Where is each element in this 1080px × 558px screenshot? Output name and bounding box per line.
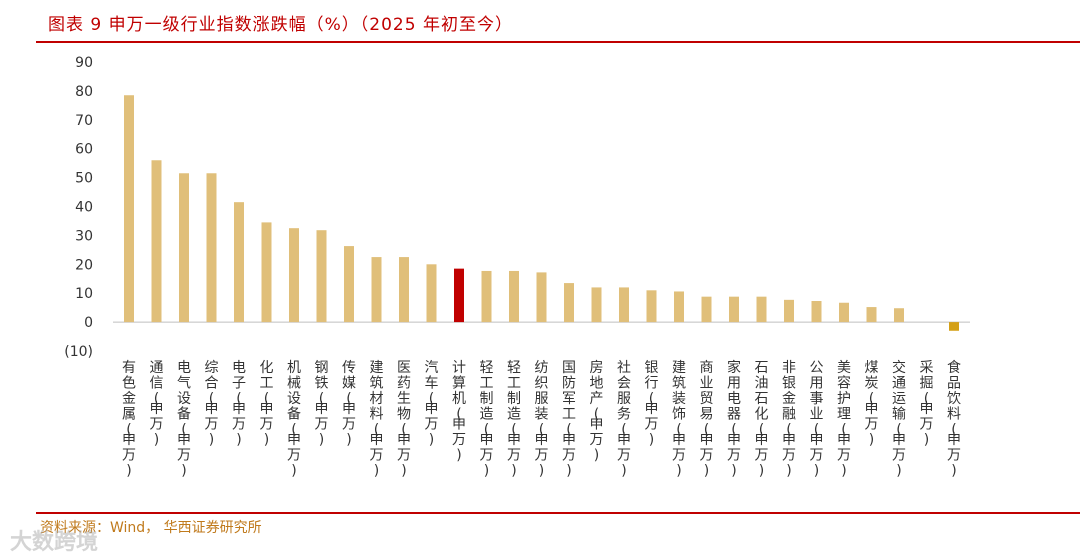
bar — [151, 160, 162, 323]
category-label: 采掘(申万) — [920, 360, 934, 448]
category-labels: 有色金属(申万) 通信(申万) 电气设备(申万) 综合(申万) 电子(申万) 化工(申万)… — [122, 359, 961, 479]
category-label: 化工(申万) — [260, 360, 274, 448]
y-tick-label: 30 — [75, 228, 93, 244]
bar — [509, 270, 519, 323]
category-label: 商业贸易(申万) — [700, 360, 714, 479]
bar — [701, 296, 712, 323]
bar — [811, 301, 822, 323]
category-label: 美容护理(申万) — [837, 360, 851, 479]
title-rule — [36, 41, 1080, 43]
bar — [949, 322, 959, 331]
category-label: 社会服务(申万) — [617, 360, 631, 479]
category-label: 建筑装饰(申万) — [672, 360, 686, 479]
category-label: 银行(申万) — [645, 360, 659, 448]
y-tick-label: 10 — [75, 286, 93, 302]
y-tick-label: 0 — [84, 315, 93, 331]
bar — [454, 268, 464, 323]
category-label: 传媒(申万) — [342, 360, 356, 448]
y-tick-label: (10) — [64, 344, 93, 360]
category-label: 食品饮料(申万) — [947, 359, 961, 479]
y-tick-label: 20 — [75, 257, 93, 273]
category-label: 综合(申万) — [205, 360, 219, 448]
bar — [784, 299, 794, 323]
y-tick-label: 80 — [75, 84, 93, 100]
category-label: 汽车(申万) — [425, 360, 439, 448]
bar — [261, 222, 272, 323]
category-label: 非银金融(申万) — [782, 360, 796, 479]
bar — [399, 257, 409, 323]
category-label: 煤炭(申万) — [865, 360, 879, 448]
category-label: 石油石化(申万) — [755, 360, 769, 479]
bar — [674, 291, 684, 323]
bar — [619, 287, 629, 323]
bar — [426, 264, 437, 323]
source-note: 资料来源：Wind， 华西证券研究所 — [40, 520, 262, 536]
category-label: 国防军工(申万) — [562, 360, 576, 479]
bar — [536, 272, 547, 323]
y-tick-label: 50 — [75, 171, 93, 187]
category-label: 轻工制造(申万) — [507, 360, 521, 479]
category-label: 电气设备(申万) — [177, 360, 191, 479]
y-tick-label: 90 — [75, 55, 93, 71]
category-label: 钢铁(申万) — [315, 360, 329, 448]
category-label: 轻工制造(申万) — [480, 360, 494, 479]
bars — [124, 95, 959, 331]
bar-chart: (10) 0 10 20 30 40 50 60 70 80 90 有色金属(申万) 通信(申万) 电气… — [64, 55, 970, 479]
category-label: 交通运输(申万) — [892, 359, 906, 479]
bar — [894, 308, 904, 323]
category-label: 机械设备(申万) — [287, 360, 301, 479]
bar — [591, 287, 602, 323]
category-label: 医药生物(申万) — [397, 360, 411, 479]
y-tick-label: 70 — [75, 113, 93, 129]
bar — [646, 290, 657, 323]
bar — [564, 283, 574, 323]
bar — [206, 173, 217, 323]
category-label: 房地产(申万) — [590, 360, 604, 464]
bar — [234, 202, 244, 323]
bar — [839, 302, 849, 323]
bar — [179, 173, 189, 323]
bar — [289, 228, 299, 323]
category-label: 电子(申万) — [232, 360, 246, 448]
category-label: 家用电器(申万) — [727, 359, 741, 479]
bar — [729, 296, 739, 323]
bar — [481, 270, 492, 323]
category-label: 公用事业(申万) — [810, 360, 824, 479]
bar — [344, 246, 354, 323]
category-label: 计算机(申万) — [452, 360, 466, 464]
bar — [124, 95, 134, 323]
footer-rule — [36, 512, 1080, 514]
bar — [866, 307, 877, 323]
category-label: 建筑材料(申万) — [370, 360, 384, 479]
chart-title: 图表 9 申万一级行业指数涨跌幅（%）（2025 年初至今） — [48, 15, 513, 35]
y-tick-label: 60 — [75, 142, 93, 158]
watermark: 大数跨境 — [10, 530, 99, 555]
bar — [371, 257, 382, 323]
y-tick-label: 40 — [75, 200, 93, 216]
category-label: 纺织服装(申万) — [535, 360, 549, 479]
bar — [316, 230, 327, 323]
bar — [756, 296, 767, 323]
y-axis: (10) 0 10 20 30 40 50 60 70 80 90 — [64, 55, 93, 360]
category-label: 通信(申万) — [150, 360, 164, 448]
category-label: 有色金属(申万) — [122, 360, 136, 479]
